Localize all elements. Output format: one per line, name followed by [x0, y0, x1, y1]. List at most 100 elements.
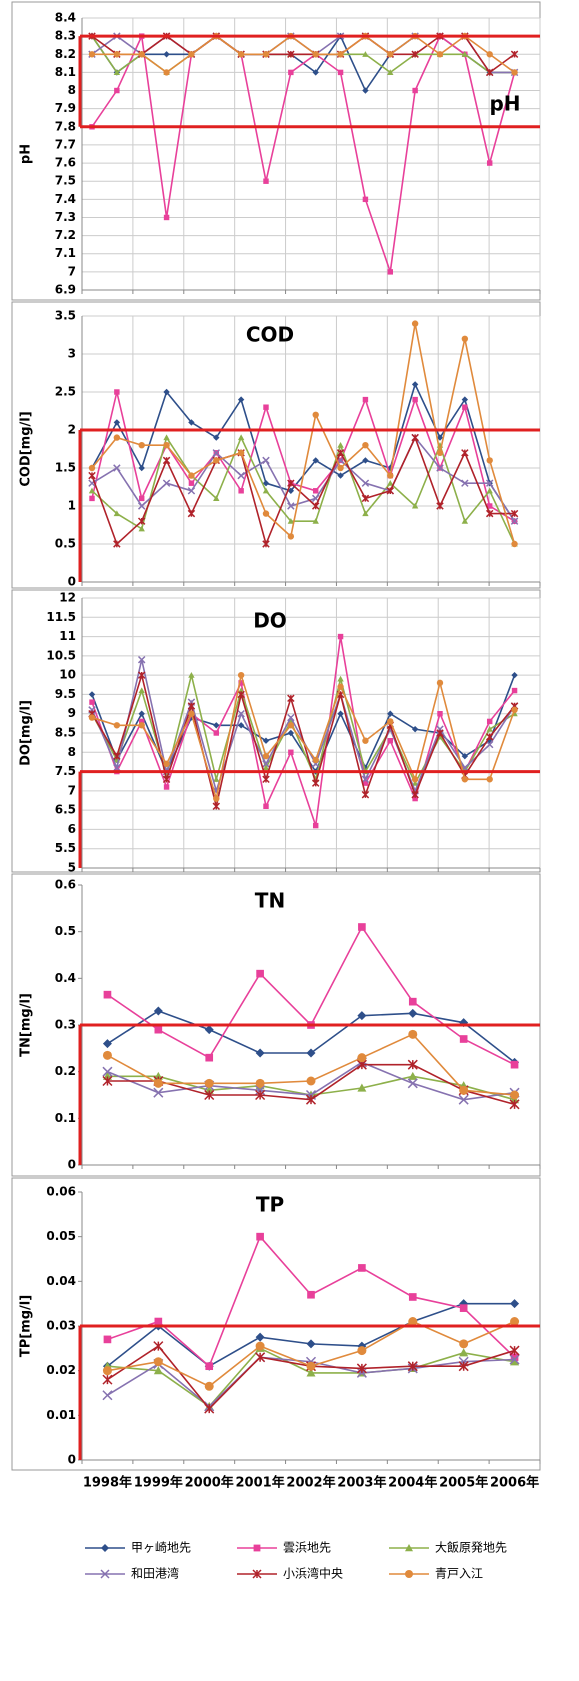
marker — [510, 1317, 520, 1327]
marker — [357, 1011, 367, 1021]
marker — [362, 51, 369, 57]
marker — [486, 487, 493, 494]
series-line — [91, 435, 515, 547]
marker — [459, 1035, 468, 1043]
marker — [362, 457, 369, 464]
marker — [213, 722, 220, 729]
marker — [337, 464, 344, 472]
y-tick-label: 7.6 — [55, 156, 76, 170]
marker — [436, 502, 444, 510]
marker — [486, 503, 493, 509]
marker — [262, 510, 270, 517]
y-tick-label: 7.7 — [55, 137, 76, 151]
marker — [511, 69, 518, 76]
marker — [204, 1025, 214, 1035]
y-tick-label: 0.2 — [55, 1064, 76, 1078]
marker — [163, 760, 170, 768]
marker — [312, 822, 319, 829]
marker — [306, 1339, 316, 1349]
marker — [387, 480, 394, 486]
panel-title: TP — [256, 1193, 284, 1217]
marker — [312, 457, 319, 464]
marker — [113, 51, 121, 58]
marker — [213, 457, 220, 464]
marker — [255, 1332, 265, 1342]
marker — [311, 502, 320, 510]
marker — [100, 1569, 110, 1579]
marker — [362, 442, 369, 449]
marker — [262, 487, 270, 494]
y-tick-label: 7.4 — [55, 192, 76, 206]
y-axis-label: DO[mg/l] — [19, 700, 34, 766]
marker — [162, 775, 171, 784]
marker — [437, 710, 443, 717]
marker — [337, 683, 344, 690]
marker — [358, 1264, 366, 1272]
y-tick-label: 3 — [68, 347, 76, 361]
marker — [138, 722, 145, 729]
marker — [405, 1544, 413, 1552]
marker — [510, 50, 519, 58]
legend-label: 青戸入江 — [435, 1567, 483, 1581]
legend-label: 和田港湾 — [131, 1566, 179, 1581]
marker — [237, 722, 245, 729]
marker — [113, 510, 121, 517]
marker — [212, 449, 221, 457]
marker — [411, 50, 419, 58]
marker — [153, 1087, 164, 1098]
marker — [263, 404, 269, 410]
marker — [138, 442, 145, 449]
marker — [411, 779, 419, 786]
marker — [88, 487, 96, 494]
marker — [88, 691, 96, 698]
x-tick-label: 2003年 — [337, 1475, 386, 1491]
marker — [386, 487, 395, 495]
y-tick-label: 0 — [68, 1453, 76, 1467]
marker — [138, 525, 145, 532]
panel-title: pH — [489, 92, 520, 116]
marker — [485, 740, 494, 749]
marker — [255, 1089, 266, 1101]
marker — [337, 675, 344, 682]
x-tick-label: 1998年 — [83, 1475, 132, 1491]
marker — [510, 517, 519, 525]
marker — [486, 718, 493, 725]
marker — [408, 1071, 418, 1080]
marker — [204, 1403, 215, 1414]
marker — [287, 729, 295, 737]
marker — [88, 51, 96, 58]
y-tick-label: 7 — [68, 783, 76, 797]
marker — [461, 518, 469, 524]
marker — [262, 480, 270, 487]
marker — [336, 449, 345, 457]
marker — [337, 633, 344, 640]
y-axis-label: TN[mg/l] — [19, 993, 34, 1057]
marker — [407, 1059, 418, 1070]
series-line — [106, 925, 515, 1066]
marker — [362, 510, 369, 517]
series-line — [107, 1347, 515, 1408]
marker — [462, 404, 468, 410]
marker — [162, 479, 171, 487]
marker — [511, 671, 518, 679]
marker — [486, 776, 493, 783]
marker — [362, 737, 369, 744]
marker — [137, 517, 146, 525]
marker — [486, 160, 493, 166]
marker — [511, 687, 518, 694]
marker — [255, 1341, 265, 1351]
marker — [205, 1053, 214, 1062]
marker — [306, 1048, 316, 1058]
marker — [113, 722, 121, 729]
x-tick-label: 2005年 — [439, 1475, 488, 1491]
x-tick-label: 2001年 — [236, 1475, 285, 1491]
marker — [113, 464, 121, 472]
marker — [205, 1362, 214, 1371]
marker — [362, 764, 369, 771]
marker — [253, 1544, 261, 1552]
marker — [163, 442, 170, 449]
marker — [138, 495, 145, 502]
legend-label: 小浜湾中央 — [283, 1566, 343, 1581]
marker — [102, 1039, 112, 1049]
y-tick-label: 8.3 — [55, 29, 76, 43]
